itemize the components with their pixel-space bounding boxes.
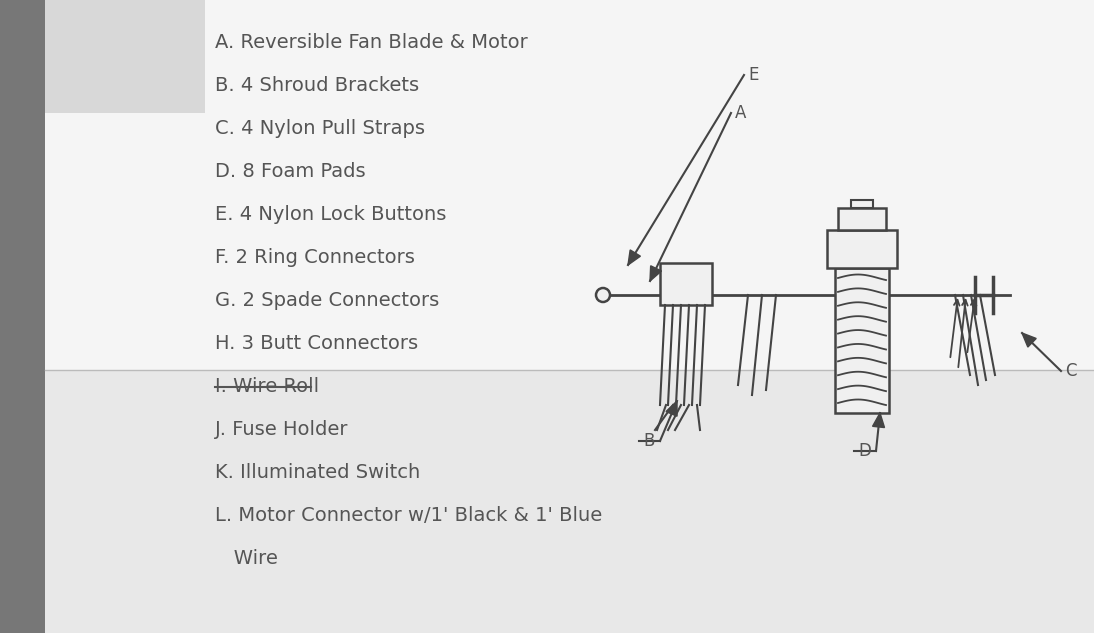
Text: D: D — [858, 442, 871, 460]
Bar — [835, 268, 889, 413]
Bar — [660, 263, 712, 305]
Text: B: B — [643, 432, 654, 450]
Polygon shape — [873, 413, 885, 427]
Text: I. Wire Roll: I. Wire Roll — [216, 377, 319, 396]
Text: C. 4 Nylon Pull Straps: C. 4 Nylon Pull Straps — [216, 119, 424, 138]
Text: L. Motor Connector w/1' Black & 1' Blue: L. Motor Connector w/1' Black & 1' Blue — [216, 506, 603, 525]
Text: J. Fuse Holder: J. Fuse Holder — [216, 420, 349, 439]
Polygon shape — [1022, 333, 1036, 347]
Bar — [827, 230, 897, 268]
Bar — [0, 0, 45, 633]
Text: B. 4 Shroud Brackets: B. 4 Shroud Brackets — [216, 76, 419, 95]
Polygon shape — [628, 250, 640, 265]
Circle shape — [596, 288, 610, 302]
Text: H. 3 Butt Connectors: H. 3 Butt Connectors — [216, 334, 418, 353]
Text: C: C — [1064, 362, 1076, 380]
Text: E. 4 Nylon Lock Buttons: E. 4 Nylon Lock Buttons — [216, 205, 446, 224]
Polygon shape — [666, 401, 677, 417]
Bar — [45, 0, 205, 113]
Text: D. 8 Foam Pads: D. 8 Foam Pads — [216, 162, 365, 181]
Bar — [851, 200, 873, 208]
Text: G. 2 Spade Connectors: G. 2 Spade Connectors — [216, 291, 440, 310]
Bar — [45, 370, 1094, 633]
Text: Wire: Wire — [216, 549, 278, 568]
Polygon shape — [650, 266, 662, 281]
Text: A: A — [735, 104, 746, 122]
Text: E: E — [748, 66, 758, 84]
Text: A. Reversible Fan Blade & Motor: A. Reversible Fan Blade & Motor — [216, 33, 527, 52]
Text: F. 2 Ring Connectors: F. 2 Ring Connectors — [216, 248, 415, 267]
Text: K. Illuminated Switch: K. Illuminated Switch — [216, 463, 420, 482]
Bar — [838, 208, 886, 230]
